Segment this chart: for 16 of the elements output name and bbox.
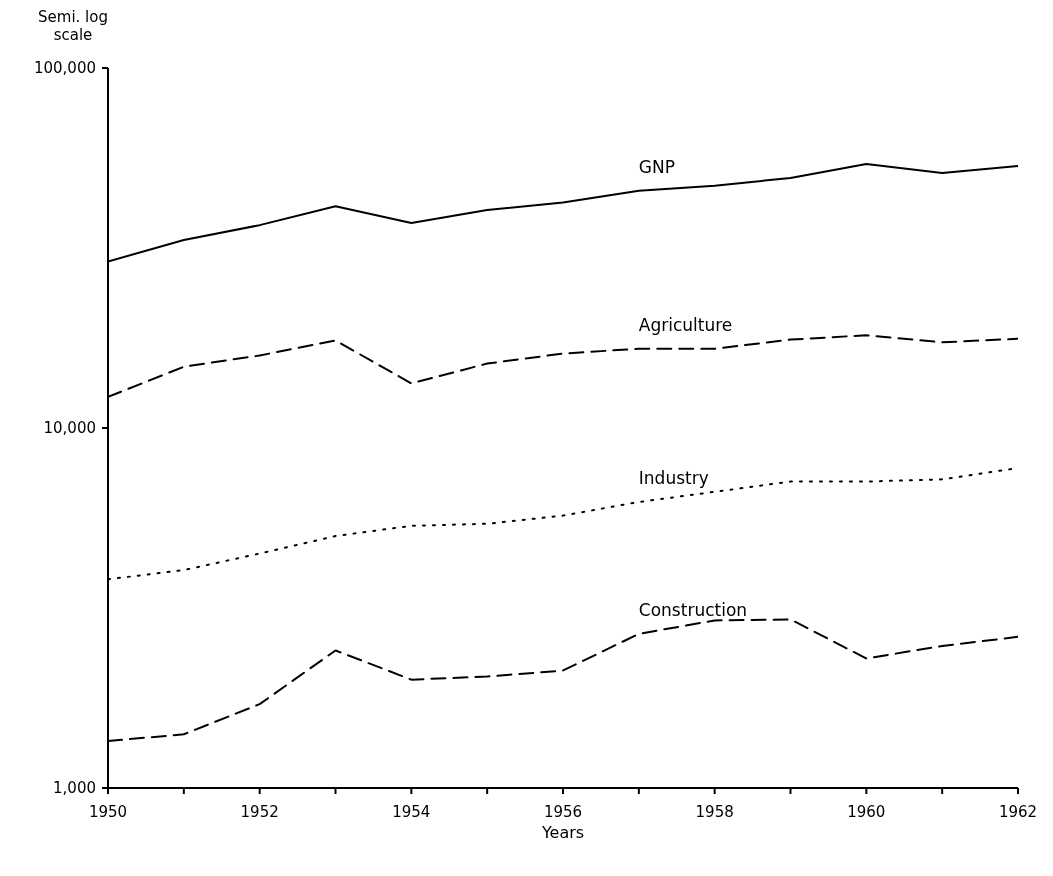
series-label: Agriculture [638,314,733,335]
series-label: GNP [638,156,675,177]
x-tick-label: 1954 [392,802,431,821]
x-tick-label: 1952 [240,802,279,821]
x-tick-label: 1960 [847,802,886,821]
y-tick-label: 100,000 [33,59,96,78]
series-label: Industry [638,467,709,488]
y-axis-title: Semi. log scale [37,8,109,44]
x-tick-label: 1962 [998,802,1038,821]
y-tick-label: 10,000 [43,419,96,438]
x-axis-title: Years [540,823,585,842]
x-tick-label: 1958 [695,802,734,821]
series-label: Construction [638,599,748,620]
y-tick-label: 1,000 [53,779,96,798]
x-tick-label: 1956 [543,802,583,821]
x-tick-label: 1950 [88,802,128,821]
